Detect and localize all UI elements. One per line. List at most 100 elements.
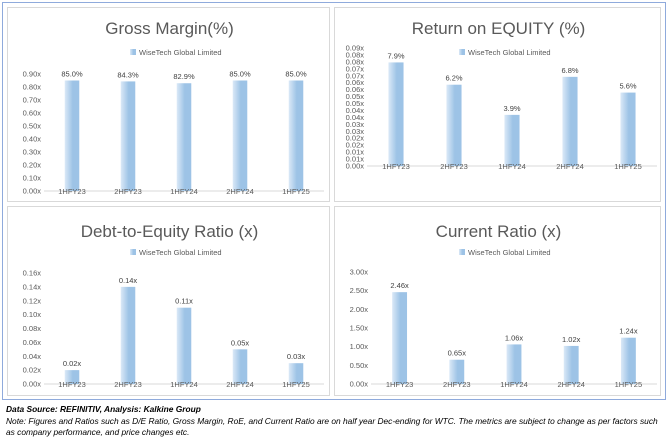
x-tick-label: 1HFY23 — [386, 380, 414, 389]
x-tick-label: 1HFY24 — [170, 187, 198, 196]
chart-title: Return on EQUITY (%) — [412, 19, 586, 38]
x-tick-label: 1HFY24 — [498, 162, 526, 171]
chart-svg: Gross Margin(%) WiseTech Global Limited 0.… — [23, 19, 324, 196]
chart-panel-gross-margin: Gross Margin(%) WiseTech Global Limited 0.… — [7, 7, 330, 202]
y-tick-label: 0.03x — [346, 120, 365, 129]
x-tick-label: 2HFY23 — [114, 380, 142, 389]
y-tick-label: 0.60x — [23, 109, 42, 118]
y-tick-label: 0.30x — [23, 148, 42, 157]
y-tick-label: 0.04x — [23, 352, 42, 361]
y-tick-label: 2.50x — [350, 286, 369, 295]
bar — [392, 292, 408, 384]
y-tick-label: 0.50x — [23, 122, 42, 131]
chart-panel-return-on-equity: Return on EQUITY (%) WiseTech Global Limi… — [334, 7, 661, 202]
y-tick-label: 0.06x — [346, 85, 365, 94]
x-tick-label: 1HFY24 — [500, 380, 528, 389]
data-label: 85.0% — [61, 70, 83, 79]
y-tick-label: 0.08x — [23, 324, 42, 333]
y-tick-label: 0.03x — [346, 127, 365, 136]
y-tick-label: 0.00x — [350, 380, 369, 389]
footer: Data Source: REFINITIV, Analysis: Kalkin… — [6, 404, 666, 439]
y-tick-label: 0.04x — [346, 106, 365, 115]
y-tick-label: 0.50x — [350, 361, 369, 370]
data-label: 6.8% — [561, 66, 578, 75]
dashboard-frame: Gross Margin(%) WiseTech Global Limited 0.… — [2, 2, 666, 400]
data-label: 0.03x — [287, 352, 306, 361]
bar — [232, 349, 248, 384]
data-label: 84.3% — [117, 70, 139, 79]
chart-title: Debt-to-Equity Ratio (x) — [81, 222, 259, 241]
data-label: 0.05x — [231, 338, 250, 347]
legend-swatch — [459, 49, 465, 55]
bar — [120, 81, 136, 191]
data-label: 85.0% — [285, 70, 307, 79]
data-label: 5.6% — [619, 82, 636, 91]
legend-swatch — [459, 249, 465, 255]
legend-label: WiseTech Global Limited — [468, 248, 551, 257]
bar — [562, 76, 578, 166]
y-tick-label: 0.00x — [23, 380, 42, 389]
data-label: 0.14x — [119, 276, 138, 285]
x-tick-label: 1HFY23 — [58, 380, 86, 389]
note-text: Note: Figures and Ratios such as D/E Rat… — [6, 415, 658, 438]
data-label: 0.02x — [63, 359, 82, 368]
y-tick-label: 0.40x — [23, 135, 42, 144]
data-label: 0.11x — [175, 297, 193, 306]
x-tick-label: 1HFY25 — [614, 162, 642, 171]
y-tick-label: 0.20x — [23, 161, 42, 170]
chart-svg: Return on EQUITY (%) WiseTech Global Limi… — [346, 19, 657, 171]
x-tick-label: 1HFY25 — [282, 187, 310, 196]
bar — [288, 80, 304, 191]
y-tick-label: 1.50x — [350, 324, 369, 333]
y-tick-label: 0.08x — [346, 50, 365, 59]
data-label: 7.9% — [387, 51, 404, 60]
y-tick-label: 0.10x — [23, 310, 42, 319]
bar — [176, 83, 192, 191]
data-label: 0.65x — [448, 349, 467, 358]
x-tick-label: 2HFY23 — [114, 187, 142, 196]
y-tick-label: 0.01x — [346, 155, 365, 164]
x-tick-label: 2HFY24 — [557, 380, 585, 389]
y-tick-label: 0.90x — [23, 70, 42, 79]
y-tick-label: 0.80x — [23, 83, 42, 92]
y-tick-label: 0.12x — [23, 296, 42, 305]
y-tick-label: 1.00x — [350, 342, 369, 351]
y-tick-label: 0.00x — [346, 162, 365, 171]
data-label: 6.2% — [445, 74, 462, 83]
bar — [449, 359, 465, 384]
x-tick-label: 2HFY24 — [226, 380, 254, 389]
x-tick-label: 2HFY24 — [556, 162, 584, 171]
chart-title: Current Ratio (x) — [436, 222, 562, 241]
bar — [506, 344, 522, 384]
bar — [64, 370, 80, 384]
y-tick-label: 0.01x — [346, 148, 365, 157]
data-label: 1.02x — [562, 335, 581, 344]
chart-svg: Current Ratio (x) WiseTech Global Limited… — [350, 222, 657, 389]
y-tick-label: 0.07x — [346, 64, 365, 73]
y-tick-label: 0.05x — [346, 92, 365, 101]
bar — [232, 80, 248, 191]
bar — [563, 345, 579, 384]
bar — [176, 307, 192, 384]
y-tick-label: 0.02x — [23, 366, 42, 375]
y-tick-label: 0.00x — [23, 187, 42, 196]
x-tick-label: 2HFY23 — [440, 162, 468, 171]
chart-panel-debt-to-equity: Debt-to-Equity Ratio (x) WiseTech Global … — [7, 206, 330, 396]
bar — [288, 363, 304, 384]
x-tick-label: 1HFY24 — [170, 380, 198, 389]
chart-panel-current-ratio: Current Ratio (x) WiseTech Global Limited… — [334, 206, 661, 396]
chart-svg: Debt-to-Equity Ratio (x) WiseTech Global … — [23, 222, 324, 389]
x-tick-label: 2HFY23 — [443, 380, 471, 389]
x-tick-label: 1HFY23 — [382, 162, 410, 171]
y-tick-label: 2.00x — [350, 305, 369, 314]
x-tick-label: 1HFY23 — [58, 187, 86, 196]
y-tick-label: 0.09x — [346, 44, 365, 53]
legend-label: WiseTech Global Limited — [139, 248, 222, 257]
bar — [620, 337, 636, 384]
bar — [446, 84, 462, 166]
legend-label: WiseTech Global Limited — [468, 48, 551, 57]
bar — [64, 80, 80, 191]
data-label: 3.9% — [503, 104, 520, 113]
legend-label: WiseTech Global Limited — [139, 48, 222, 57]
y-tick-label: 0.02x — [346, 134, 365, 143]
